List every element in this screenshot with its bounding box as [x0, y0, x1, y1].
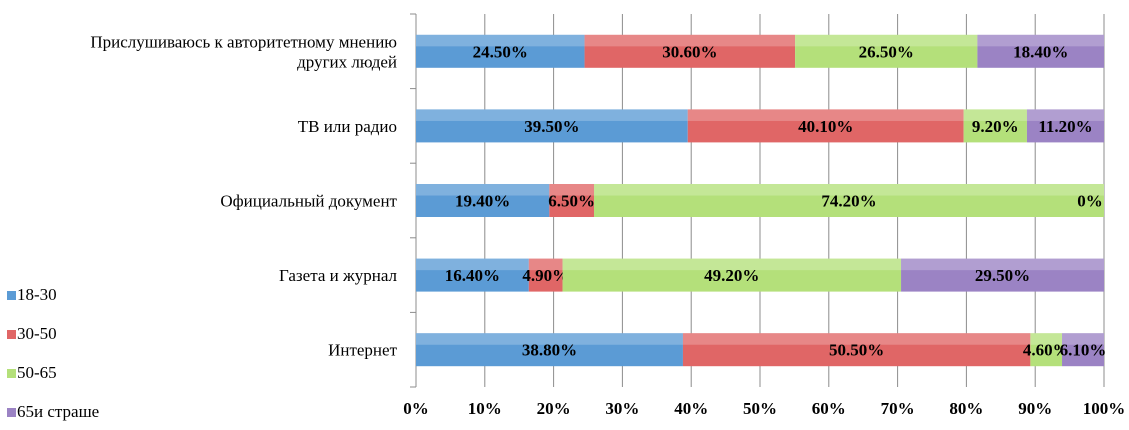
data-label: 26.50% [859, 42, 914, 61]
data-label: 49.20% [704, 266, 759, 285]
bar-segment-gloss [682, 333, 1031, 345]
data-label: 19.40% [455, 192, 510, 211]
data-label: 0% [1077, 192, 1103, 211]
bar-segment [1026, 109, 1104, 143]
bar-segment-gloss [416, 34, 585, 47]
legend-swatch [7, 408, 16, 417]
category-label-line: ТВ или радио [298, 117, 397, 136]
data-label: 6.10% [1060, 341, 1107, 360]
data-label: 6.50% [548, 192, 595, 211]
category-label-line: других людей [297, 52, 397, 71]
data-label: 29.50% [975, 266, 1030, 285]
x-tick-label: 0% [403, 399, 429, 418]
bar-segment [584, 34, 796, 68]
bar-segment-gloss [562, 258, 902, 271]
data-label: 4.90% [522, 266, 569, 285]
x-tick-label: 40% [674, 399, 708, 418]
bar-segment [562, 258, 902, 292]
bar-segment-gloss [528, 258, 563, 271]
bar-segment-gloss [594, 184, 1104, 196]
bar-segment [1062, 333, 1104, 367]
bar-segment-gloss [416, 258, 529, 271]
bar-segment-gloss [416, 333, 683, 345]
bar-segment [528, 258, 563, 292]
legend-label: 65и страше [17, 402, 99, 421]
data-label: 74.20% [821, 192, 876, 211]
category-label-line: Газета и журнал [279, 266, 398, 285]
bar-segment-gloss [901, 258, 1104, 271]
data-label: 39.50% [524, 117, 579, 136]
bar-segment [682, 333, 1031, 367]
bar-segment-gloss [1030, 333, 1063, 345]
category-label-line: Официальный документ [220, 192, 397, 211]
bar-segment-gloss [1062, 333, 1104, 345]
bar-segment [416, 34, 585, 68]
data-label: 40.10% [798, 117, 853, 136]
bar-segment [416, 109, 688, 143]
bar-segment-gloss [1026, 109, 1104, 121]
bar-segment-gloss [416, 109, 688, 121]
x-tick-label: 60% [812, 399, 846, 418]
x-tick-label: 20% [537, 399, 571, 418]
data-label: 9.20% [972, 117, 1019, 136]
bar-segment [416, 184, 550, 217]
bar-segment [963, 109, 1027, 143]
bar-segment [1030, 333, 1063, 367]
bar-segment [416, 258, 529, 292]
bar-segment [594, 184, 1104, 217]
x-tick-label: 30% [605, 399, 639, 418]
x-tick-label: 80% [949, 399, 983, 418]
bar-segment [977, 34, 1104, 68]
data-label: 11.20% [1038, 117, 1092, 136]
category-label: Прислушиваюсь к авторитетному мнению друг… [90, 32, 397, 71]
data-label: 24.50% [473, 42, 528, 61]
legend: 18-30 30-50 50-65 65и страше [7, 285, 99, 421]
bar-segment [795, 34, 978, 68]
category-label: Интернет [328, 341, 397, 360]
x-tick-label: 70% [881, 399, 915, 418]
legend-swatch [7, 291, 16, 300]
bar-segment [687, 109, 964, 143]
category-label-line: Интернет [328, 341, 397, 360]
legend-label: 30-50 [17, 324, 57, 343]
bar-segment [901, 258, 1104, 292]
legend-label: 50-65 [17, 363, 57, 382]
category-label: Официальный документ [220, 192, 397, 211]
data-label: 30.60% [662, 42, 717, 61]
x-tick-label: 10% [468, 399, 502, 418]
category-label: ТВ или радио [298, 117, 397, 136]
data-label: 16.40% [445, 266, 500, 285]
category-label-line: Прислушиваюсь к авторитетному мнению [90, 32, 397, 51]
bar-segment-gloss [416, 184, 550, 196]
data-label: 18.40% [1013, 42, 1068, 61]
bars: 24.50% 30.60% 26.50% 18.40% 39.50% 40.10% 9.20… [416, 34, 1107, 367]
bar-segment-gloss [795, 34, 978, 47]
category-label: Газета и журнал [279, 266, 398, 285]
data-label: 38.80% [522, 341, 577, 360]
bar-segment-gloss [549, 184, 595, 196]
data-label: 4.60% [1023, 341, 1070, 360]
legend-swatch [7, 369, 16, 378]
bar-segment-gloss [687, 109, 964, 121]
legend-label: 18-30 [17, 285, 57, 304]
bar-segment [416, 333, 683, 367]
x-tick-label: 50% [743, 399, 777, 418]
category-labels: Прислушиваюсь к авторитетному мнению друг… [90, 32, 397, 359]
bar-segment-gloss [963, 109, 1027, 121]
x-tick-label: 90% [1018, 399, 1052, 418]
bar-segment [549, 184, 595, 217]
data-label: 50.50% [829, 341, 884, 360]
x-tick-label: 100% [1083, 399, 1126, 418]
bar-segment-gloss [584, 34, 796, 47]
bar-segment-gloss [977, 34, 1104, 47]
x-axis-ticks: 0% 10% 20% 30% 40% 50% 60% 70% 80% 90% 100% [403, 399, 1125, 418]
legend-swatch [7, 330, 16, 339]
